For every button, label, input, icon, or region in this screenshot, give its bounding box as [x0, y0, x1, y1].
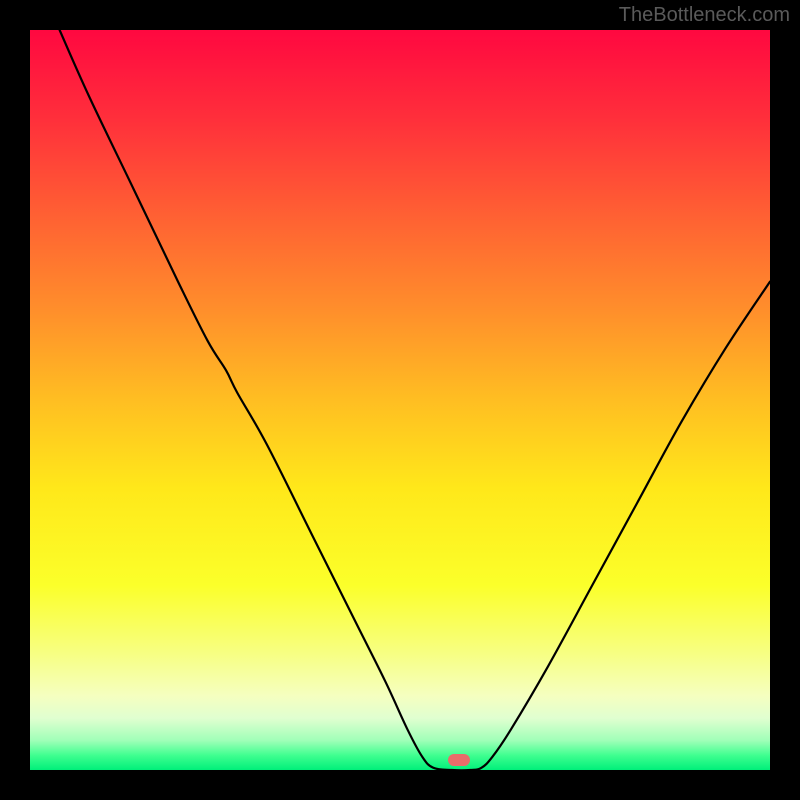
plot-area [30, 30, 770, 770]
curve-path [60, 30, 770, 770]
attribution-text: TheBottleneck.com [619, 4, 790, 27]
bottleneck-curve [30, 30, 770, 770]
optimal-marker [448, 754, 470, 766]
